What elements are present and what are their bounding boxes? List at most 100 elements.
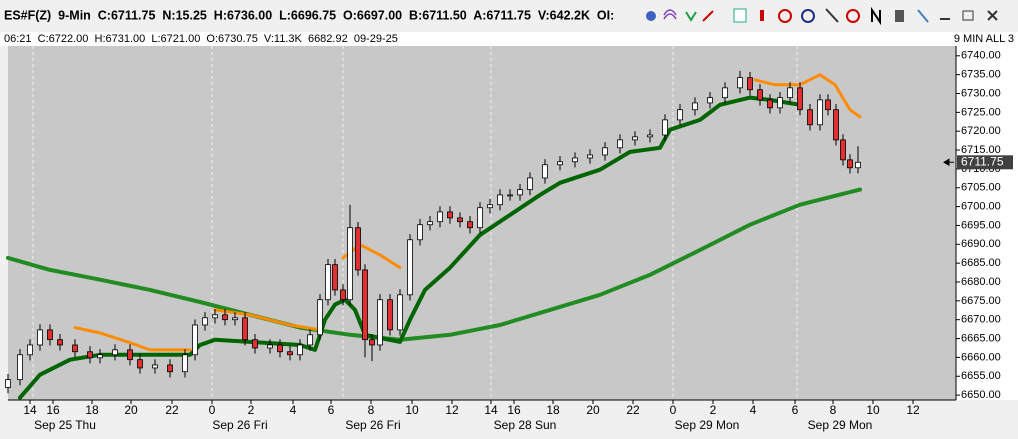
x-tick-label: 0: [209, 403, 216, 417]
tool-icon[interactable]: [646, 11, 656, 21]
title-bar: [0, 0, 1018, 32]
candle-body: [212, 314, 218, 319]
candle-body: [362, 269, 368, 341]
candle-body: [477, 207, 483, 229]
candle-body: [37, 329, 43, 346]
date-label: Sep 26 Fri: [345, 418, 400, 432]
candle-body: [507, 194, 513, 197]
candle-body: [17, 354, 23, 381]
candle-body: [167, 364, 173, 373]
tool-icon[interactable]: [685, 11, 697, 22]
tool-icon[interactable]: [663, 9, 677, 20]
x-tick-label: 2: [248, 403, 255, 417]
x-tick-label: 14: [484, 403, 498, 417]
tool-icon[interactable]: [895, 10, 904, 22]
tool-icon[interactable]: [917, 9, 929, 23]
candle-body: [737, 77, 743, 89]
candle-body: [340, 289, 346, 301]
candle-body: [332, 264, 338, 291]
tool-icon[interactable]: [871, 6, 881, 26]
candle-body: [112, 349, 118, 356]
candle-body: [325, 264, 331, 301]
candle-body: [437, 211, 443, 223]
tool-icon[interactable]: [702, 10, 714, 22]
candle-body: [847, 159, 853, 169]
candle-body: [447, 211, 453, 219]
x-tick-label: 4: [290, 403, 297, 417]
tool-icon[interactable]: [801, 9, 815, 23]
candle-body: [202, 317, 208, 326]
y-tick-label: 6730.00: [961, 87, 1001, 99]
y-tick-label: 6680.00: [961, 276, 1001, 288]
y-tick-label: 6675.00: [961, 295, 1001, 307]
candle-body: [817, 99, 823, 126]
y-tick-label: 6720.00: [961, 125, 1001, 137]
x-tick-label: 22: [626, 403, 640, 417]
x-tick-label: 6: [792, 403, 799, 417]
date-label: Sep 26 Fri: [212, 418, 267, 432]
candle-body: [757, 89, 763, 101]
candle-body: [192, 324, 198, 356]
candle-body: [369, 339, 375, 346]
candle-body: [182, 354, 188, 373]
tool-icon[interactable]: [825, 8, 839, 23]
candle-body: [355, 227, 361, 271]
candle-body: [692, 102, 698, 111]
candle-body: [307, 334, 313, 346]
indicator-line: [73, 73, 862, 352]
candle-body: [57, 339, 63, 346]
candle-body: [707, 97, 713, 104]
candle-body: [855, 161, 861, 169]
candle-body: [387, 299, 393, 331]
candle-body: [457, 217, 463, 223]
candle-body: [517, 189, 523, 196]
y-tick-label: 6700.00: [961, 201, 1001, 213]
candle-body: [722, 87, 728, 99]
candle-body: [287, 351, 293, 356]
candle-body: [617, 139, 623, 149]
candle-body: [347, 227, 353, 301]
candle-body: [647, 134, 653, 138]
candle-body: [277, 344, 283, 353]
y-tick-label: 6650.00: [961, 389, 1001, 401]
x-tick-label: 16: [46, 403, 60, 417]
x-tick-label: 22: [165, 403, 179, 417]
y-tick-label: 6735.00: [961, 69, 1001, 81]
candle-body: [47, 329, 53, 341]
date-label: Sep 29 Mon: [808, 418, 873, 432]
x-tick-label: 20: [124, 403, 138, 417]
indicator-line: [6, 187, 862, 342]
candle-body: [297, 344, 303, 356]
tool-icon[interactable]: [760, 10, 764, 21]
y-tick-label: 6665.00: [961, 332, 1001, 344]
tool-icon[interactable]: [846, 9, 860, 23]
candle-body: [222, 314, 228, 321]
y-tick-label: 6670.00: [961, 314, 1001, 326]
candle-body: [397, 294, 403, 331]
y-tick-label: 6695.00: [961, 219, 1001, 231]
close-button[interactable]: [987, 10, 998, 21]
x-tick-label: 6: [328, 403, 335, 417]
y-tick-label: 6685.00: [961, 257, 1001, 269]
candle-body: [242, 317, 248, 341]
y-tick-label: 6660.00: [961, 351, 1001, 363]
candle-body: [417, 224, 423, 241]
tool-icon[interactable]: [733, 8, 747, 23]
time-axis: [0, 400, 1018, 439]
maximize-button[interactable]: [962, 10, 974, 21]
y-tick-label: 6705.00: [961, 182, 1001, 194]
minimize-button[interactable]: [940, 18, 950, 20]
candle-body: [407, 239, 413, 296]
candle-body: [797, 87, 803, 111]
candle-body: [87, 351, 93, 359]
x-tick-label: 18: [546, 403, 560, 417]
candle-body: [602, 147, 608, 156]
candle-body: [72, 344, 78, 353]
candle-body: [825, 99, 831, 111]
candle-body: [487, 204, 493, 209]
candle-body: [527, 177, 533, 191]
tool-icon[interactable]: [778, 9, 792, 23]
candle-body: [127, 349, 133, 361]
last-price-box: [957, 155, 1013, 170]
